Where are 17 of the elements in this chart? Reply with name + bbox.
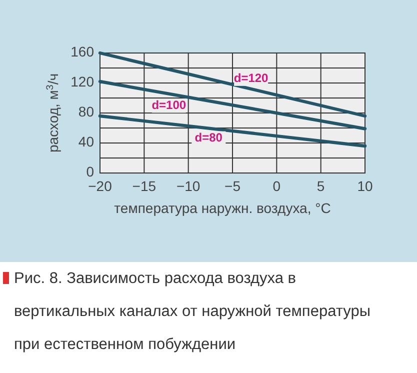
- x-axis-title: температура наружн. воздуха, °C: [114, 200, 331, 216]
- x-tick-label: −15: [132, 178, 156, 194]
- y-tick-label: 80: [78, 104, 94, 120]
- x-tick-label: −5: [224, 178, 241, 194]
- y-tick-label: 40: [78, 134, 94, 150]
- x-tick-label: 10: [357, 178, 373, 194]
- x-tick-label: 5: [316, 178, 325, 194]
- y-tick-label: 0: [86, 164, 94, 180]
- y-tick-label: 120: [70, 74, 94, 90]
- text: Рис. 8. Зависимость расхода воздуха в вертикальных каналах от наружной температуры при естественном побуждении: [14, 270, 370, 353]
- x-tick-label: −20: [88, 178, 112, 194]
- x-tick-label: −10: [176, 178, 200, 194]
- series-label: d=120: [234, 71, 269, 86]
- y-tick-label: 160: [70, 44, 94, 60]
- series-label: d=80: [194, 130, 223, 144]
- series-label: d=100: [152, 98, 186, 112]
- x-tick-label: 0: [272, 178, 281, 194]
